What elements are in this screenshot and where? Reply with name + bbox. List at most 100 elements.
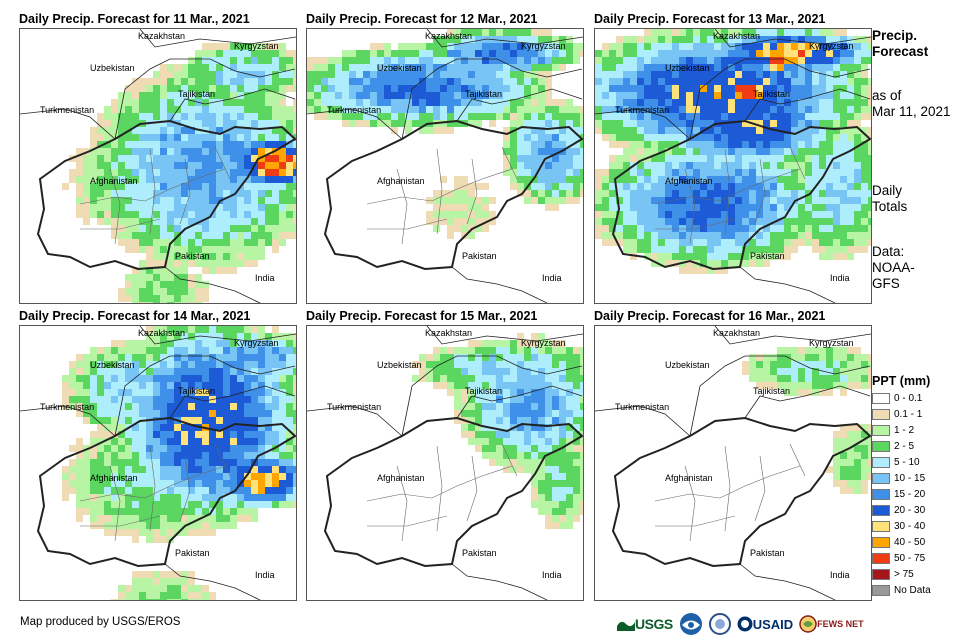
precip-cell xyxy=(223,204,230,211)
precip-cell xyxy=(756,375,763,382)
precip-cell xyxy=(651,197,658,204)
precip-cell xyxy=(454,403,461,410)
precip-cell xyxy=(798,239,805,246)
precip-cell xyxy=(784,253,791,260)
precip-cell xyxy=(489,347,496,354)
precip-cell xyxy=(545,459,552,466)
precip-cell xyxy=(840,148,847,155)
precip-cell xyxy=(90,501,97,508)
precip-cell xyxy=(833,155,840,162)
precip-cell xyxy=(167,183,174,190)
precip-cell xyxy=(195,522,202,529)
precip-cell xyxy=(216,382,223,389)
precip-cell xyxy=(209,239,216,246)
precip-cell xyxy=(230,71,237,78)
precip-cell xyxy=(749,218,756,225)
precip-cell xyxy=(90,190,97,197)
precip-cell xyxy=(167,176,174,183)
precip-cell xyxy=(552,43,559,50)
precip-cell xyxy=(76,487,83,494)
precip-cell xyxy=(272,438,279,445)
precip-cell xyxy=(279,501,286,508)
precip-cell xyxy=(258,141,265,148)
precip-cell xyxy=(314,64,321,71)
precip-cell xyxy=(735,155,742,162)
precip-cell xyxy=(791,232,798,239)
precip-cell xyxy=(188,197,195,204)
precip-cell xyxy=(202,43,209,50)
precip-cell xyxy=(637,246,644,253)
precip-cell xyxy=(763,218,770,225)
precip-cell xyxy=(616,239,623,246)
precip-cell xyxy=(293,438,296,445)
precip-cell xyxy=(742,106,749,113)
precip-cell xyxy=(272,403,279,410)
precip-cell xyxy=(742,120,749,127)
precip-cell xyxy=(118,148,125,155)
precip-cell xyxy=(146,183,153,190)
country-label-india: India xyxy=(542,570,562,580)
precip-cell xyxy=(69,396,76,403)
precip-cell xyxy=(139,169,146,176)
precip-cell xyxy=(181,389,188,396)
precip-cell xyxy=(538,487,545,494)
precip-cell xyxy=(630,92,637,99)
precip-cell xyxy=(665,120,672,127)
precip-cell xyxy=(700,218,707,225)
precip-cell xyxy=(202,253,209,260)
precip-cell xyxy=(763,99,770,106)
precip-cell xyxy=(377,64,384,71)
precip-cell xyxy=(83,361,90,368)
precip-cell xyxy=(160,417,167,424)
precip-cell xyxy=(258,148,265,155)
precip-cell xyxy=(812,176,819,183)
precip-cell xyxy=(286,71,293,78)
precip-cell xyxy=(258,480,265,487)
precip-cell xyxy=(174,375,181,382)
precip-cell xyxy=(216,389,223,396)
precip-cell xyxy=(426,57,433,64)
precip-cell xyxy=(538,333,545,340)
precip-cell xyxy=(637,71,644,78)
precip-cell xyxy=(174,281,181,288)
precip-cell xyxy=(62,480,69,487)
fews-wordmark: FEWS NET xyxy=(817,618,864,629)
precip-cell xyxy=(819,92,826,99)
precip-cell xyxy=(90,459,97,466)
precip-cell xyxy=(531,494,538,501)
precip-cell xyxy=(714,113,721,120)
precip-cell xyxy=(742,361,749,368)
precip-cell xyxy=(174,522,181,529)
precip-cell xyxy=(132,403,139,410)
pakistan-border xyxy=(164,266,261,303)
precip-cell xyxy=(742,113,749,120)
precip-cell xyxy=(854,148,861,155)
precip-cell xyxy=(651,169,658,176)
precip-cell xyxy=(146,459,153,466)
precip-cell xyxy=(314,92,321,99)
precip-cell xyxy=(258,197,265,204)
precip-cell xyxy=(258,71,265,78)
precip-cell xyxy=(763,232,770,239)
precip-cell xyxy=(258,382,265,389)
precip-cell xyxy=(791,347,798,354)
precip-cell xyxy=(721,232,728,239)
precip-cell xyxy=(805,204,812,211)
precip-cell xyxy=(840,36,847,43)
precip-cell xyxy=(160,218,167,225)
precip-cell xyxy=(637,57,644,64)
precip-cell xyxy=(272,162,279,169)
precip-cell xyxy=(609,43,616,50)
precip-cell xyxy=(693,78,700,85)
precip-cell xyxy=(517,155,524,162)
precip-cell xyxy=(679,43,686,50)
precip-cell xyxy=(146,155,153,162)
precip-cell xyxy=(559,466,566,473)
precip-cell xyxy=(167,473,174,480)
precip-cell xyxy=(573,459,580,466)
precip-cell xyxy=(209,92,216,99)
precip-cell xyxy=(83,508,90,515)
precip-cell xyxy=(209,134,216,141)
precip-cell xyxy=(475,225,482,232)
precip-cell xyxy=(167,120,174,127)
